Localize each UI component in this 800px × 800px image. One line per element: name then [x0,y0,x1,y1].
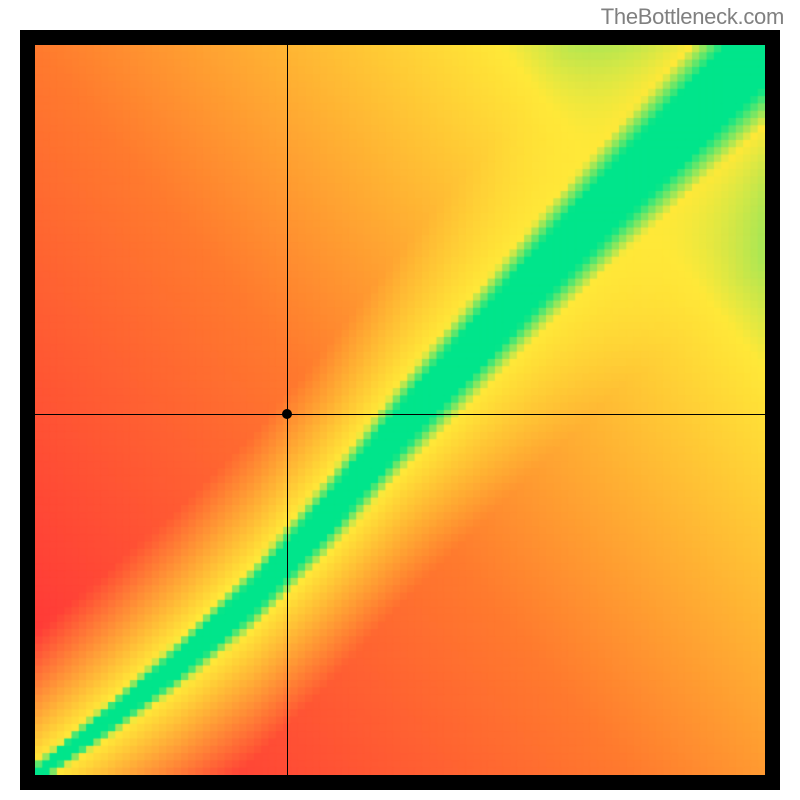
bottleneck-heatmap-frame [20,30,780,790]
watermark-text: TheBottleneck.com [601,4,784,30]
crosshair-horizontal [35,414,765,415]
marker-dot [282,409,292,419]
bottleneck-heatmap [35,45,765,775]
